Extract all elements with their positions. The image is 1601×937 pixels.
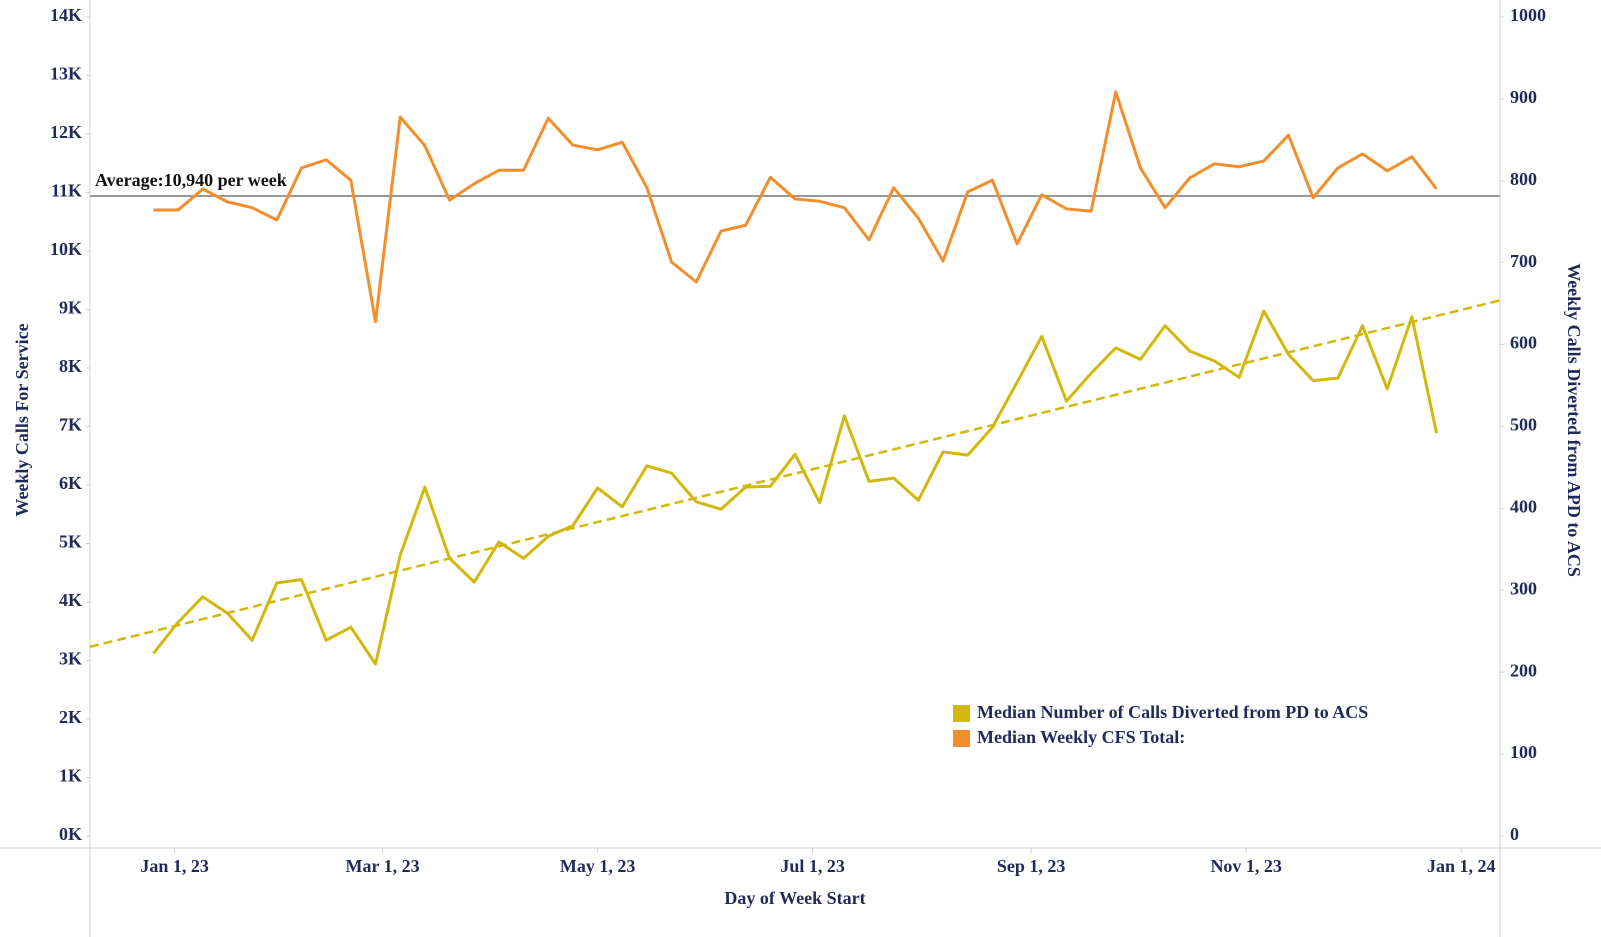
y-tick-label: 11K [51,181,82,201]
x-axis-title: Day of Week Start [724,888,865,908]
legend-swatch [953,730,970,747]
legend-label: Median Number of Calls Diverted from PD … [977,702,1368,722]
y-tick-label: 5K [59,532,82,552]
y-tick-label: 8K [59,356,82,376]
y-tick-label: 1K [59,766,82,786]
y2-tick-label: 800 [1510,169,1537,189]
y2-tick-label: 700 [1510,251,1537,271]
y-axis-title: Weekly Calls For Service [12,323,32,516]
y-tick-label: 10K [50,239,82,259]
y-tick-label: 4K [59,590,82,610]
legend-swatch [953,705,970,722]
x-tick-label: Jan 1, 23 [140,856,209,876]
y2-tick-label: 900 [1510,87,1537,107]
y2-tick-label: 0 [1510,824,1519,844]
reference-label: Average:10,940 per week [95,170,287,190]
y2-tick-label: 300 [1510,578,1537,598]
y2-tick-label: 1000 [1510,5,1546,25]
x-tick-label: Nov 1, 23 [1210,856,1282,876]
x-tick-label: Jul 1, 23 [780,856,845,876]
x-tick-label: Mar 1, 23 [345,856,419,876]
x-tick-label: Jan 1, 24 [1427,856,1496,876]
y-tick-label: 12K [50,122,82,142]
y-tick-label: 0K [59,824,82,844]
x-tick-label: May 1, 23 [560,856,636,876]
y-tick-label: 3K [59,649,82,669]
y-tick-label: 9K [59,298,82,318]
y2-axis-title: Weekly Calls Diverted from APD to ACS [1564,263,1584,577]
y-tick-label: 13K [50,64,82,84]
trend-line [89,299,1501,649]
y2-tick-label: 400 [1510,497,1537,517]
y2-tick-label: 200 [1510,660,1537,680]
y2-tick-label: 100 [1510,742,1537,762]
y-tick-label: 2K [59,707,82,727]
y-tick-label: 7K [59,415,82,435]
y2-tick-label: 500 [1510,415,1537,435]
y2-tick-label: 600 [1510,333,1537,353]
x-tick-label: Sep 1, 23 [997,856,1066,876]
series-line [153,90,1438,324]
series-line [152,309,1439,666]
y-tick-label: 14K [50,5,82,25]
y-tick-label: 6K [59,473,82,493]
legend-label: Median Weekly CFS Total: [977,727,1185,747]
